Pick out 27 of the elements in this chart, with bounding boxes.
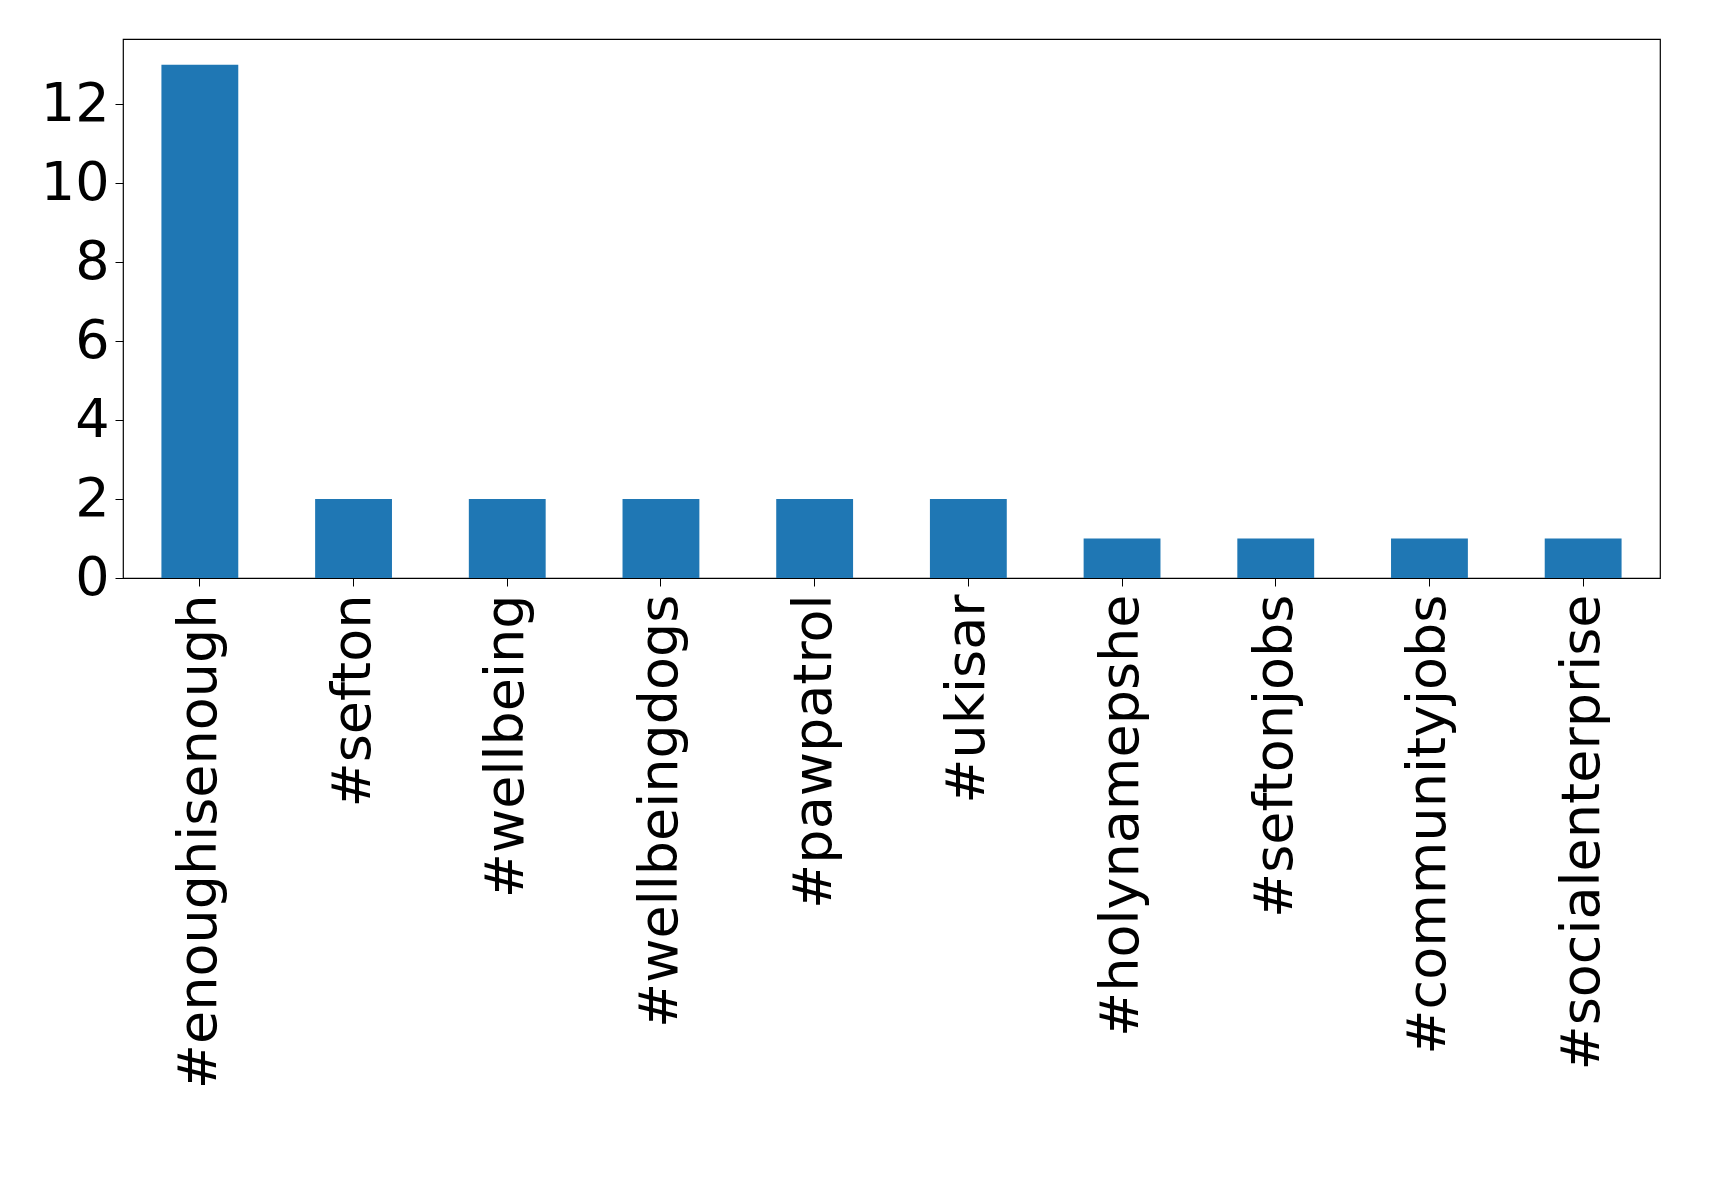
y-tick-label: 0 [75,544,110,608]
bar [1544,538,1622,578]
bar [315,499,392,578]
x-tick-label: #sefton [319,594,383,808]
x-tick-label: #wellbeingdogs [626,594,690,1028]
y-tick-label: 8 [75,228,110,292]
y-tick-label: 12 [40,70,110,134]
bar [1237,538,1315,578]
x-tick-label: #holynamepshe [1088,594,1152,1037]
y-tick-label: 10 [40,149,110,213]
x-tick-label: #socialenterprise [1549,594,1613,1071]
bar [1083,538,1161,578]
y-tick-label: 4 [75,386,110,450]
bar [929,499,1007,578]
bar [622,499,700,578]
x-tick-label: #enoughisenough [165,594,229,1090]
bar [161,64,239,578]
x-tick-label: #communityjobs [1395,594,1459,1055]
bar [776,499,854,578]
y-tick-label: 2 [75,465,110,529]
x-tick-label: #pawpatrol [780,594,844,909]
y-tick-label: 6 [75,307,110,371]
x-tick-label: #wellbeing [473,594,537,899]
x-tick-label: #seftonjobs [1241,594,1305,919]
x-tick-label: #ukisar [934,593,998,804]
bar [468,499,546,578]
bar [1391,538,1468,578]
